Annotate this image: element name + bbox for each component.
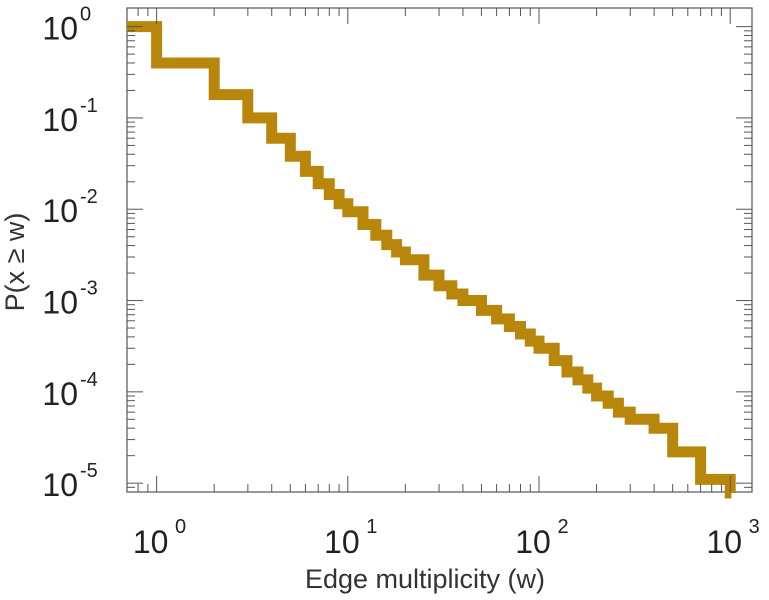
y-tick-exponent: -3 xyxy=(80,278,98,300)
x-tick-label: 10 xyxy=(133,524,169,560)
y-tick-exponent: 0 xyxy=(80,4,91,26)
x-tick-exponent: 1 xyxy=(366,516,377,538)
y-tick-exponent: -4 xyxy=(80,369,98,391)
x-tick-label: 10 xyxy=(706,524,742,560)
y-tick-exponent: -2 xyxy=(80,186,98,208)
y-tick-exponent: -5 xyxy=(80,460,98,482)
tick-labels: 10 0 10 1 10 2 10 310 010 -110 -210 -310 -410 -5 xyxy=(42,4,759,560)
y-tick-label: 10 xyxy=(42,285,78,321)
y-tick-label: 10 xyxy=(42,102,78,138)
axis-ticks xyxy=(126,8,752,493)
series-group xyxy=(126,21,736,499)
x-tick-label: 10 xyxy=(515,524,551,560)
x-axis-title: Edge multiplicity (w) xyxy=(305,564,545,594)
x-tick-exponent: 0 xyxy=(175,516,186,538)
y-tick-label: 10 xyxy=(42,193,78,229)
y-tick-label: 10 xyxy=(42,376,78,412)
x-tick-exponent: 2 xyxy=(557,516,568,538)
y-tick-label: 10 xyxy=(42,11,78,47)
series-line-0 xyxy=(127,21,736,499)
x-tick-label: 10 xyxy=(324,524,360,560)
y-axis-title: P(x ≥ w) xyxy=(0,213,30,312)
y-tick-label: 10 xyxy=(42,467,78,503)
x-tick-exponent: 3 xyxy=(749,516,760,538)
y-tick-exponent: -1 xyxy=(80,95,98,117)
